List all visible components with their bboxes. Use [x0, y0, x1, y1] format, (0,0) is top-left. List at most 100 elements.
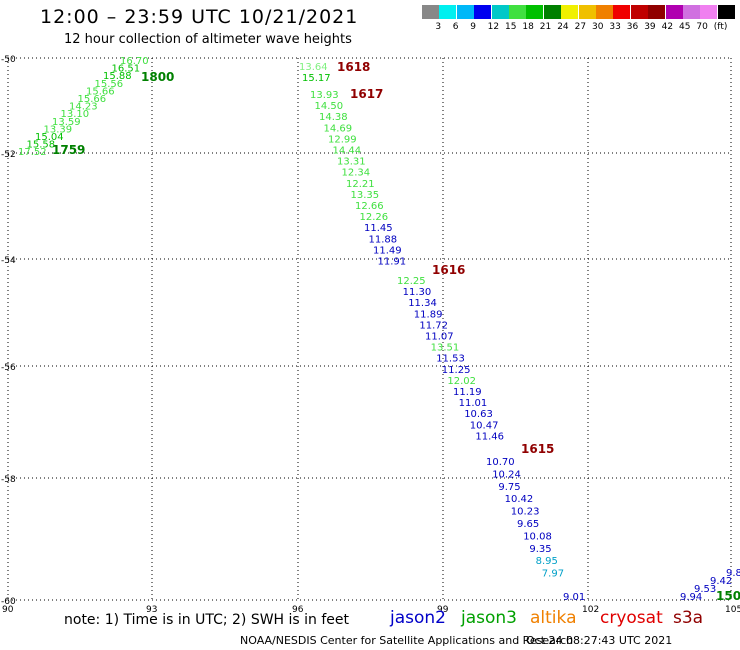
wave-height-label: 16.70: [120, 56, 149, 67]
wave-height-label: 11.34: [408, 298, 437, 309]
wave-height-label: 13.93: [310, 90, 339, 101]
wave-height-label: 9.42: [710, 576, 732, 587]
scale-swatch: [456, 5, 474, 19]
page-subtitle: 12 hour collection of altimeter wave hei…: [64, 32, 352, 47]
scale-swatch: [700, 5, 718, 19]
wave-height-label: 15.56: [95, 79, 124, 90]
wave-height-label: 12.21: [346, 179, 375, 190]
scale-label: 24: [557, 22, 569, 32]
scale-swatch: [439, 5, 457, 19]
scale-swatch: [422, 5, 439, 19]
wave-height-label: 12.25: [397, 276, 426, 287]
legend-s3a: s3a: [673, 608, 704, 628]
lon-tick-label: 102: [582, 605, 599, 615]
scale-swatch: [717, 5, 735, 19]
scale-swatch: [543, 5, 561, 19]
scale-swatch: [526, 5, 544, 19]
scale-swatch: [665, 5, 683, 19]
scale-label: 39: [644, 22, 656, 32]
lon-tick-label: 93: [146, 605, 157, 615]
scale-swatch: [613, 5, 631, 19]
wave-height-label: 15.17: [302, 73, 331, 84]
scale-label: 27: [574, 22, 587, 32]
wave-height-label: 10.23: [511, 507, 540, 518]
wave-height-label: 11.53: [436, 354, 465, 365]
scale-label: 18: [522, 22, 534, 32]
wave-height-label: 11.91: [378, 257, 407, 268]
legend-jason3: jason3: [461, 608, 517, 628]
footer-source: NOAA/NESDIS Center for Satellite Applica…: [240, 634, 574, 647]
lat-tick-label: -60: [1, 597, 16, 607]
wave-height-label: 14.44: [333, 146, 362, 157]
legend-cryosat: cryosat: [600, 608, 663, 628]
wave-height-label: 11.72: [419, 320, 448, 331]
track-time-label: 1618: [337, 60, 370, 74]
scale-label: 45: [679, 22, 691, 32]
wave-height-label: 10.42: [505, 494, 534, 505]
scale-label: 6: [452, 22, 459, 32]
wave-height-label: 14.50: [315, 101, 344, 112]
wave-height-label: 13.39: [44, 124, 73, 135]
wave-height-label: 14.69: [324, 123, 353, 134]
scale-swatch: [474, 5, 492, 19]
track-time-label: 1617: [350, 87, 383, 101]
lon-tick-label: 96: [292, 605, 304, 615]
wave-height-label: 14.38: [319, 112, 348, 123]
scale-swatch: [561, 5, 579, 19]
wave-height-label: 11.88: [369, 234, 398, 245]
wave-height-label: 15.04: [35, 132, 64, 143]
scale-swatch: [596, 5, 613, 19]
wave-height-label: 9.94: [680, 592, 702, 603]
wave-height-label: 12.99: [328, 134, 357, 145]
scale-label: 15: [505, 22, 517, 32]
scale-label: 30: [592, 22, 604, 32]
lon-tick-label: 99: [437, 605, 449, 615]
wave-height-label: 11.30: [403, 287, 432, 298]
lat-tick-label: -56: [1, 363, 16, 373]
lat-tick-label: -58: [1, 475, 16, 485]
scale-swatch: [648, 5, 666, 19]
wave-height-label: 15.66: [86, 86, 115, 97]
legend-jason2: jason2: [390, 608, 446, 628]
wave-height-label: 9.75: [498, 482, 520, 493]
wave-height-label: 14.23: [69, 102, 98, 113]
note-text: note: 1) Time is in UTC; 2) SWH is in fe…: [64, 612, 350, 628]
wave-height-label: 15.88: [103, 71, 132, 82]
wave-height-label: 9.53: [694, 584, 716, 595]
wave-height-label: 11.89: [414, 309, 443, 320]
wave-height-label: 11.25: [442, 365, 471, 376]
wave-height-label: 11.07: [425, 332, 454, 343]
page-title: 12:00 – 23:59 UTC 10/21/2021: [40, 6, 359, 28]
wave-height-label: 16.51: [112, 64, 141, 75]
wave-height-label: 15.58: [27, 140, 56, 151]
wave-height-label: 13.10: [61, 109, 90, 120]
scale-swatch: [578, 5, 596, 19]
wave-height-label: 10.63: [464, 409, 493, 420]
wave-height-label: 7.97: [542, 569, 564, 580]
scale-swatch: [491, 5, 509, 19]
scale-label: 9: [470, 22, 476, 32]
scale-label: 21: [539, 22, 552, 32]
wave-height-label: 11.19: [453, 387, 482, 398]
wave-height-label: 8.95: [536, 556, 558, 567]
wave-height-label: 13.51: [431, 343, 460, 354]
footer-timestamp: Oct 24 08:27:43 UTC 2021: [526, 634, 673, 647]
wave-height-label: 15.66: [78, 94, 107, 105]
scale-swatch: [509, 5, 526, 19]
scale-label: 70: [696, 22, 708, 32]
wave-height-label: 12.26: [360, 212, 389, 223]
lat-tick-label: -54: [1, 256, 16, 266]
track-time-label: 1616: [432, 263, 465, 277]
wave-height-label: 10.47: [470, 420, 499, 431]
track-time-label: 1800: [141, 70, 174, 84]
legend-altika: altika: [530, 608, 577, 628]
wave-height-label: 13.35: [351, 190, 380, 201]
scale-label: 42: [661, 22, 674, 32]
track-time-label: 1759: [52, 143, 85, 157]
wave-height-label: 12.34: [342, 168, 371, 179]
wave-height-label: 10.24: [492, 469, 521, 480]
scale-swatch: [630, 5, 648, 19]
wave-height-label: 10.08: [523, 531, 552, 542]
wave-height-label: 12.66: [355, 201, 384, 212]
